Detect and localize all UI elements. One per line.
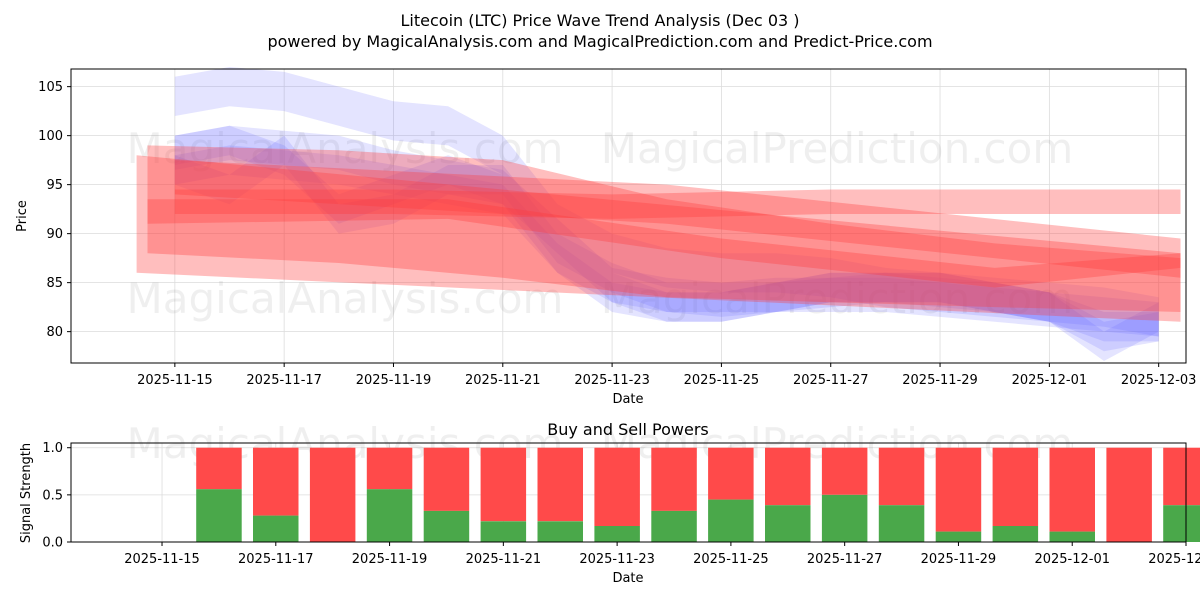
watermark-mid-left: MagicalAnalysis.com	[127, 274, 564, 323]
price-wave-chart: MagicalAnalysis.com MagicalPrediction.co…	[15, 67, 1196, 407]
buy-sell-chart: Buy and Sell Powers MagicalAnalysis.com …	[19, 419, 1200, 586]
buy-sell-y-tick-label: 1.0	[42, 441, 63, 456]
buy-power-bar	[1049, 531, 1095, 542]
buy-sell-x-tick-label: 2025-11-25	[693, 552, 769, 567]
price-x-tick-label: 2025-11-19	[356, 373, 432, 388]
blue-wave-band	[174, 125, 1159, 337]
price-x-tick-label: 2025-11-27	[793, 373, 869, 388]
sell-power-bar	[309, 447, 356, 542]
price-x-tick-label: 2025-11-15	[137, 373, 213, 388]
price-y-ticks: 80 85 90 95 100 105	[38, 80, 71, 340]
sell-power-bar	[366, 447, 413, 490]
watermark-mid-right: MagicalPrediction.com	[601, 274, 1074, 323]
buy-sell-title: Buy and Sell Powers	[547, 420, 709, 439]
watermark-top-left: MagicalAnalysis.com	[127, 124, 564, 173]
blue-wave-band	[174, 125, 1159, 361]
buy-sell-y-ticks: 0.0 0.5 1.0	[42, 441, 71, 551]
price-x-tick-label: 2025-11-29	[902, 373, 978, 388]
sell-power-bar	[651, 447, 697, 511]
price-grid	[71, 69, 1186, 363]
buy-power-bar	[935, 531, 982, 542]
price-x-tick-label: 2025-11-17	[246, 373, 322, 388]
red-trend-band	[174, 160, 1181, 278]
buy-sell-x-tick-label: 2025-11-19	[352, 552, 428, 567]
sell-power-bar	[708, 447, 754, 500]
buy-power-bar	[480, 521, 527, 542]
red-trend-bands	[136, 145, 1181, 322]
buy-power-bar	[1163, 505, 1200, 542]
buy-sell-x-tick-label: 2025-11-29	[921, 552, 997, 567]
sell-power-bar	[253, 447, 299, 516]
buy-sell-x-tick-label: 2025-12-03	[1148, 552, 1200, 567]
price-y-tick-label: 85	[46, 276, 63, 291]
price-y-tick-label: 105	[38, 80, 63, 95]
red-trend-band	[136, 155, 1181, 322]
buy-sell-x-tick-label: 2025-11-27	[807, 552, 883, 567]
blue-wave-bands	[174, 67, 1159, 361]
sell-power-bar	[765, 447, 811, 506]
buy-power-bar	[821, 494, 868, 542]
buy-power-bar	[423, 510, 470, 542]
price-watermarks: MagicalAnalysis.com MagicalPrediction.co…	[127, 124, 1074, 323]
sell-power-bar	[1049, 447, 1095, 532]
price-x-tick-label: 2025-11-21	[465, 373, 541, 388]
buy-power-bar	[651, 510, 697, 542]
price-x-tick-label: 2025-12-03	[1121, 373, 1197, 388]
blue-wave-band	[174, 67, 1159, 337]
buy-power-bar	[765, 505, 811, 542]
buy-power-bar	[708, 499, 754, 542]
buy-power-bar	[366, 489, 413, 542]
price-y-tick-label: 90	[46, 227, 63, 242]
sell-power-bar	[594, 447, 640, 526]
buy-sell-x-tick-label: 2025-11-17	[238, 552, 314, 567]
price-y-axis-label: Price	[15, 200, 30, 232]
chart-title: Litecoin (LTC) Price Wave Trend Analysis…	[401, 11, 800, 30]
sell-power-bar	[480, 447, 527, 522]
chart-subtitle: powered by MagicalAnalysis.com and Magic…	[267, 32, 932, 51]
sell-power-bar	[537, 447, 583, 522]
buy-sell-x-tick-label: 2025-11-15	[124, 552, 200, 567]
buy-sell-bars	[196, 447, 1200, 542]
buy-sell-y-tick-label: 0.0	[42, 536, 63, 551]
sell-power-bar	[196, 447, 242, 490]
sell-power-bar	[935, 447, 982, 532]
price-x-ticks: 2025-11-15 2025-11-17 2025-11-19 2025-11-21…	[137, 363, 1196, 388]
red-trend-band	[147, 145, 1181, 312]
buy-sell-x-ticks: 2025-11-15 2025-11-17 2025-11-19 2025-11-21…	[124, 542, 1200, 567]
sell-power-bar	[1163, 447, 1200, 506]
price-y-tick-label: 95	[46, 178, 63, 193]
buy-sell-x-tick-label: 2025-12-01	[1034, 552, 1110, 567]
price-y-tick-label: 80	[46, 325, 63, 340]
price-x-axis-label: Date	[612, 392, 643, 407]
buy-power-bar	[196, 489, 242, 542]
blue-wave-band	[174, 135, 1159, 352]
buy-sell-x-axis-label: Date	[612, 571, 643, 586]
price-y-tick-label: 100	[38, 129, 63, 144]
price-x-tick-label: 2025-12-01	[1012, 373, 1088, 388]
buy-sell-y-axis-label: Signal Strength	[19, 443, 34, 543]
buy-power-bar	[253, 515, 299, 542]
sell-power-bar	[821, 447, 868, 495]
buy-sell-plot-frame	[70, 442, 1187, 543]
price-x-tick-label: 2025-11-23	[574, 373, 650, 388]
price-x-tick-label: 2025-11-25	[684, 373, 760, 388]
sell-power-bar	[992, 447, 1039, 526]
buy-power-bar	[878, 505, 925, 542]
watermark-top-right: MagicalPrediction.com	[601, 124, 1074, 173]
sell-power-bar	[878, 447, 925, 506]
red-trend-band	[174, 189, 1181, 219]
blue-wave-band	[174, 145, 1159, 342]
buy-sell-x-tick-label: 2025-11-21	[466, 552, 542, 567]
buy-power-bar	[594, 526, 640, 542]
sell-power-bar	[423, 447, 470, 511]
buy-sell-y-tick-label: 0.5	[42, 488, 63, 503]
buy-power-bar	[537, 521, 583, 542]
buy-power-bar	[992, 526, 1039, 542]
sell-power-bar	[1106, 447, 1152, 542]
buy-sell-x-tick-label: 2025-11-23	[579, 552, 655, 567]
price-plot-frame	[70, 68, 1187, 364]
red-trend-band	[147, 199, 1181, 288]
